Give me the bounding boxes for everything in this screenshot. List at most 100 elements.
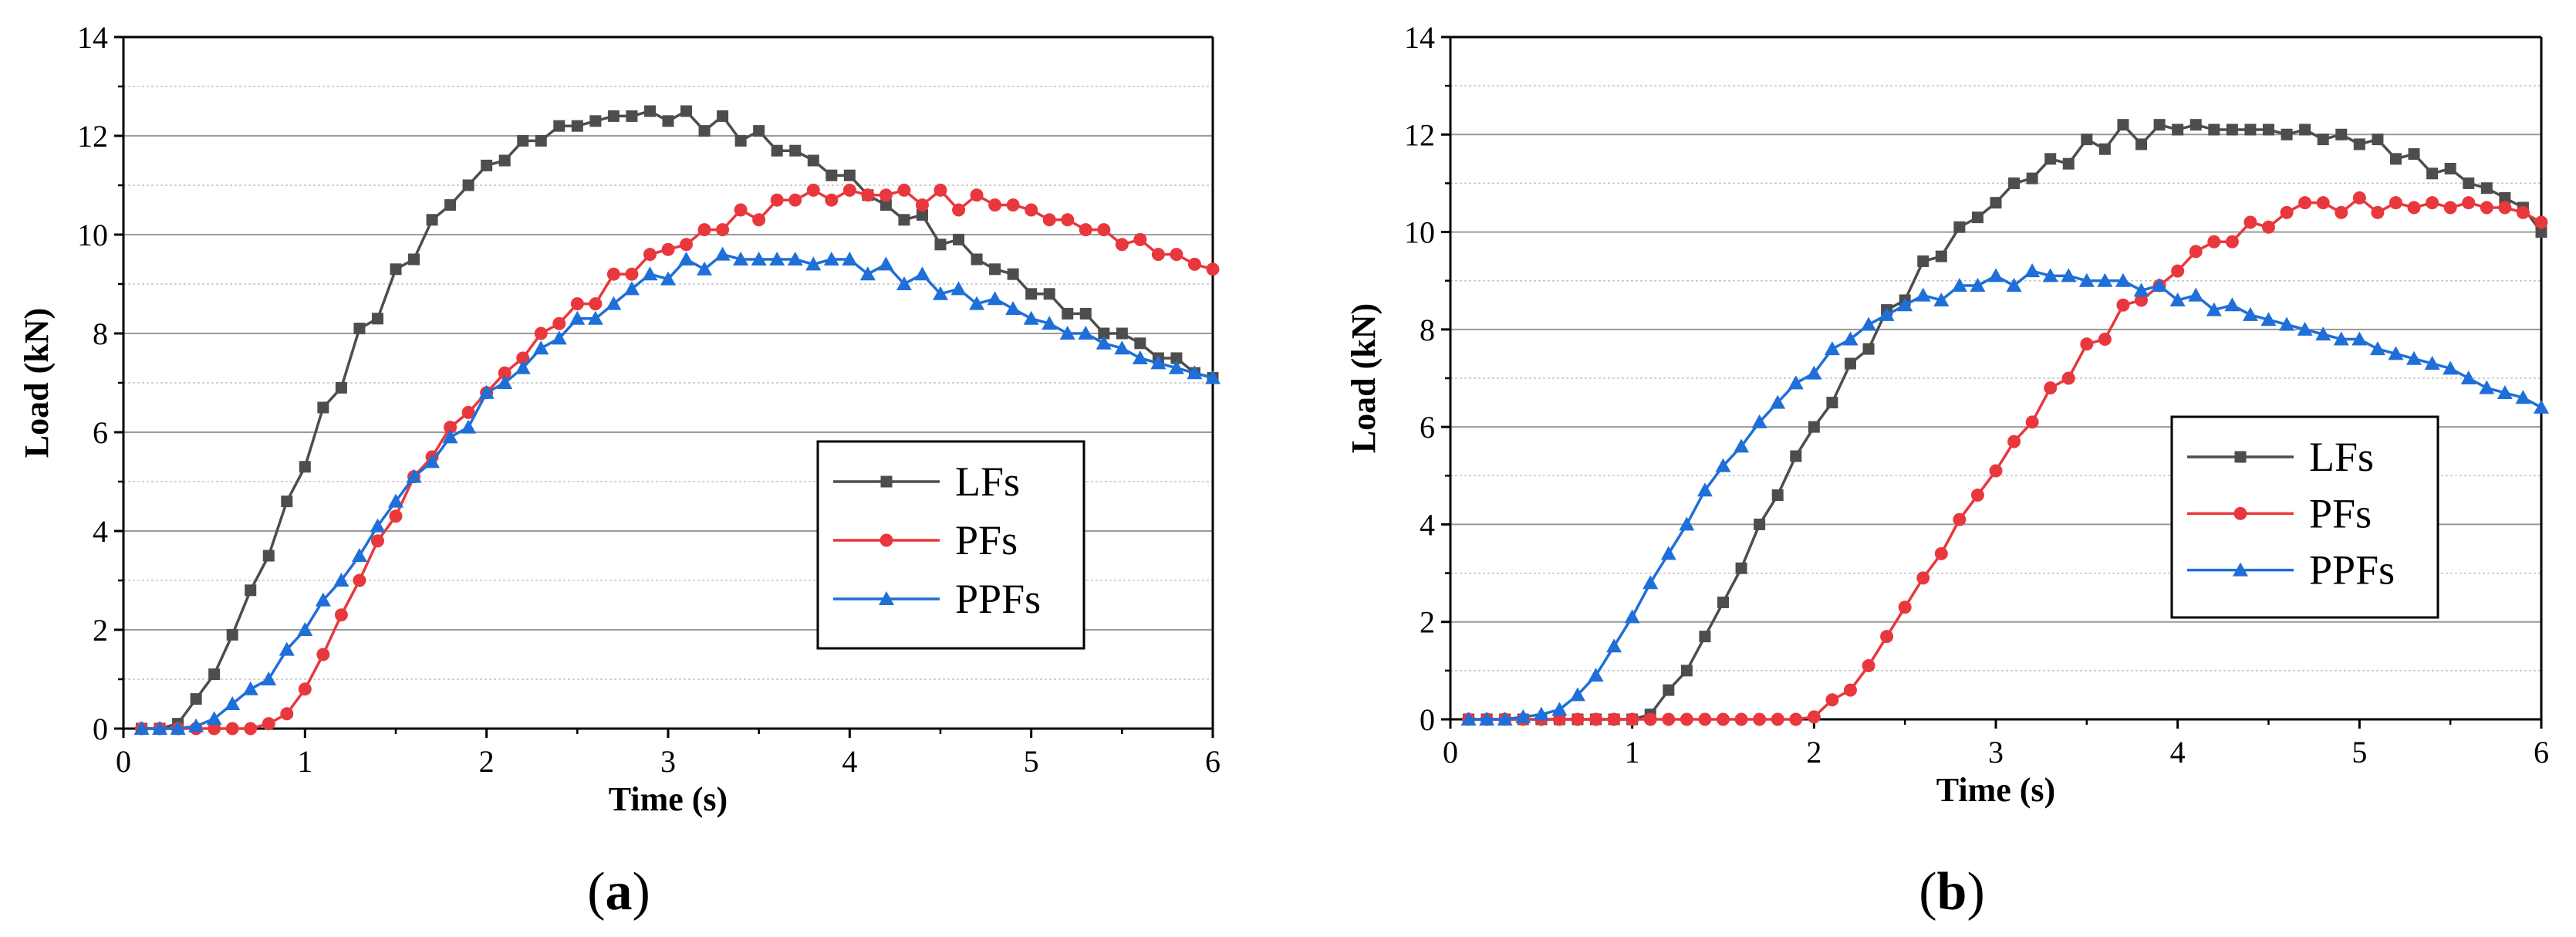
a-pfs-point xyxy=(625,267,639,281)
a-ppfs-point xyxy=(914,266,930,281)
b-lfs-point xyxy=(1790,450,1802,462)
b-lfs-point xyxy=(2098,143,2111,155)
b-pfs-point xyxy=(2007,435,2021,448)
a-lfs-point xyxy=(626,110,638,122)
a-x-tick-label: 6 xyxy=(1205,744,1220,779)
a-ppfs-point xyxy=(569,310,586,325)
a-series-lfs xyxy=(136,105,1219,735)
b-ppfs-point xyxy=(1660,546,1676,560)
a-pfs-point xyxy=(1133,232,1147,246)
a-pfs-point xyxy=(788,193,802,207)
b-ppfs-point xyxy=(1806,365,1822,380)
a-lfs-point xyxy=(317,401,329,414)
a-ppfs-point xyxy=(859,266,876,281)
b-x-tick-label: 6 xyxy=(2534,735,2549,770)
a-lfs-point xyxy=(643,105,656,117)
a-lfs-point xyxy=(245,584,257,597)
b-ppfs-point xyxy=(2388,346,2404,360)
a-ppfs-point xyxy=(1132,350,1148,364)
a-lfs-point xyxy=(517,134,529,147)
b-pfs-point xyxy=(1989,464,2003,478)
a-ppfs-point xyxy=(1114,340,1130,355)
b-y-tick-label: 2 xyxy=(1420,605,1435,640)
a-pfs-point xyxy=(534,326,548,340)
a-pfs-point xyxy=(1097,223,1111,237)
b-pfs-point xyxy=(2498,201,2512,215)
b-ppfs-point xyxy=(1933,292,1950,306)
b-ppfs-point xyxy=(1569,687,1585,702)
b-ppfs-point xyxy=(2497,384,2513,399)
a-ppfs-point xyxy=(1078,326,1094,340)
a-pfs-point xyxy=(806,183,820,197)
b-lfs-point xyxy=(2135,138,2148,151)
b-lfs-point xyxy=(1917,255,1929,267)
b-lfs-point xyxy=(2499,191,2511,204)
b-pfs-point xyxy=(1880,630,1894,644)
b-ppfs-point xyxy=(2242,306,2258,321)
a-ppfs-point xyxy=(261,671,277,685)
b-pfs-point xyxy=(2534,215,2548,229)
b-ppfs-point xyxy=(1915,287,1931,302)
a-pfs-point xyxy=(444,421,457,435)
a-y-tick-label: 14 xyxy=(77,20,108,55)
b-y-axis-title: Load (kN) xyxy=(1345,303,1383,453)
b-pfs-point xyxy=(1571,712,1585,726)
a-pfs-point xyxy=(825,193,839,207)
b-lfs-point xyxy=(2281,128,2293,140)
a-lfs-point xyxy=(1062,307,1074,320)
b-ppfs-point xyxy=(2479,380,2495,394)
a-ppfs-point xyxy=(787,252,803,266)
a-panel-label-open-paren: ( xyxy=(587,862,605,922)
a-pfs-point xyxy=(353,573,366,587)
b-lfs-point xyxy=(2062,157,2075,170)
b-lfs-point xyxy=(1844,357,1856,370)
b-ppfs-point xyxy=(1533,706,1549,721)
a-pfs-point xyxy=(1025,203,1038,217)
b-y-tick-label: 8 xyxy=(1420,313,1435,347)
b-lfs-point xyxy=(2317,134,2329,146)
a-lfs-point xyxy=(1079,307,1092,320)
a-pfs-point xyxy=(1187,257,1201,271)
b-pfs-point xyxy=(2371,205,2385,219)
a-ppfs-point xyxy=(751,252,767,266)
a-legend-label-lfs: LFs xyxy=(955,458,1020,505)
b-ppfs-point xyxy=(1715,458,1731,472)
a-ppfs-point xyxy=(623,281,640,296)
a-ppfs-point xyxy=(660,271,676,286)
b-ppfs-point xyxy=(2024,263,2041,278)
a-ppfs-point xyxy=(642,266,658,281)
b-pfs-point xyxy=(2335,205,2348,219)
a-pfs-point xyxy=(570,297,584,311)
b-ppfs-point xyxy=(2297,321,2313,336)
a-lfs-point xyxy=(1098,327,1110,340)
b-pfs-point xyxy=(1698,712,1712,726)
a-lfs-point xyxy=(607,110,620,122)
a-lfs-point xyxy=(789,144,802,157)
a-ppfs-point xyxy=(896,276,912,290)
a-lfs-point xyxy=(371,313,383,325)
a-lfs-point xyxy=(680,105,693,117)
b-pfs-point xyxy=(2025,415,2039,429)
b-legend-label-lfs: LFs xyxy=(2309,434,2374,480)
b-panel-label-letter: b xyxy=(1937,862,1967,922)
a-pfs-point xyxy=(842,183,856,197)
b-pfs-point xyxy=(2116,298,2130,312)
a-pfs-point xyxy=(334,608,348,622)
b-lfs-point xyxy=(2153,119,2166,131)
b-ppfs-point xyxy=(2042,268,2058,282)
a-pfs-point xyxy=(370,534,384,548)
a-lfs-point xyxy=(408,253,420,266)
a-ppfs-point xyxy=(878,256,894,271)
a-ppfs-point xyxy=(587,310,603,325)
a-legend: LFs PFs PPFs xyxy=(816,440,1085,650)
b-pfs-point xyxy=(1898,600,1912,614)
a-legend-marker-lfs xyxy=(880,475,893,488)
b-y-tick-label: 14 xyxy=(1404,20,1435,55)
b-ppfs-point xyxy=(2206,302,2222,316)
a-ppfs-point xyxy=(152,721,168,735)
b-lfs-point xyxy=(1699,631,1711,643)
b-ppfs-point xyxy=(2351,331,2368,346)
b-ppfs-point xyxy=(2260,312,2277,326)
b-pfs-point xyxy=(1862,659,1875,673)
b-pfs-point xyxy=(1643,712,1657,726)
